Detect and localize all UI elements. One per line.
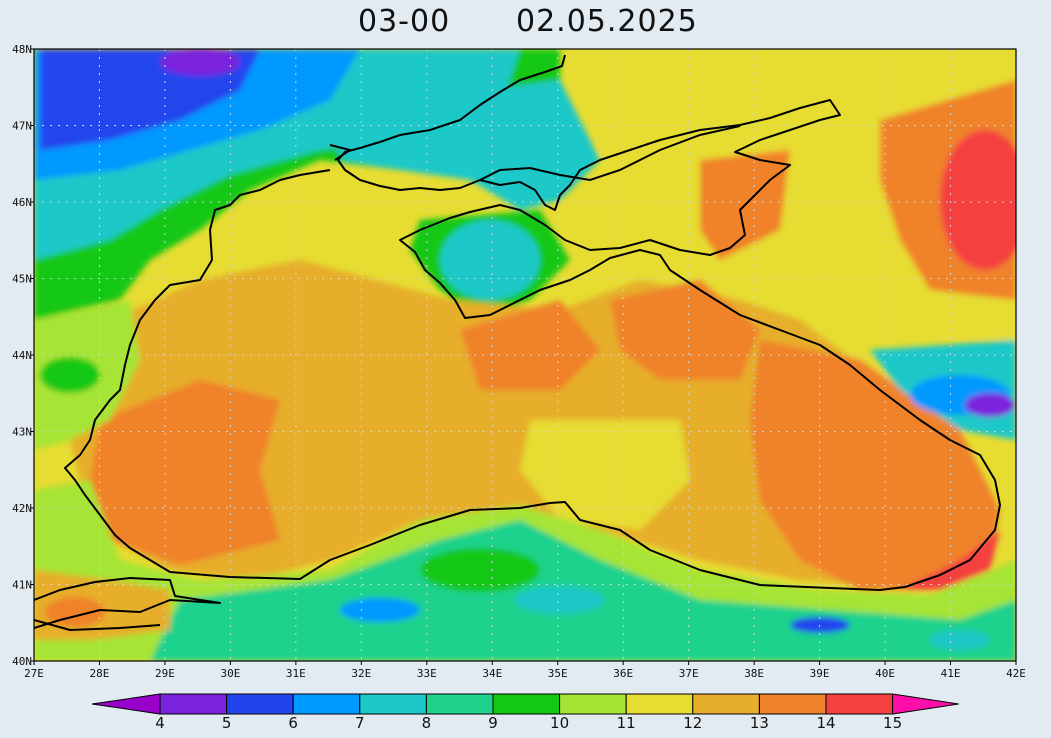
lon-tick-label: 33E <box>417 667 437 680</box>
longitude-tick-labels: 27E 28E 29E 30E 31E 32E 33E 34E 35E 36E 37E 38E 39E 4… <box>24 661 1026 680</box>
latitude-tick-labels: 40N 41N 42N 43N 44N 45N 46N 47N 48N <box>12 43 34 668</box>
colorbar-label: 7 <box>355 714 365 732</box>
lon-tick-label: 37E <box>679 667 699 680</box>
temperature-field <box>34 49 1016 661</box>
lon-tick-label: 35E <box>548 667 568 680</box>
lon-tick-label: 42E <box>1006 667 1026 680</box>
colorbar-segment <box>159 693 228 715</box>
colorbar-label: 6 <box>288 714 298 732</box>
lat-tick-label: 40N <box>12 655 32 668</box>
colorbar-label: 11 <box>617 714 636 732</box>
lat-tick-label: 44N <box>12 349 32 362</box>
chart-title: 03-00 02.05.2025 <box>0 4 1051 44</box>
lon-tick-label: 28E <box>90 667 110 680</box>
lon-tick-label: 36E <box>613 667 633 680</box>
lat-tick-label: 45N <box>12 273 32 286</box>
colorbar-segment <box>692 693 760 715</box>
colorbar-segment <box>425 693 494 715</box>
lon-tick-label: 31E <box>286 667 306 680</box>
colorbar-arrow-high <box>892 693 959 715</box>
colorbar-label: 10 <box>550 714 569 732</box>
colorbar-label: 13 <box>750 714 769 732</box>
colorbar-label: 8 <box>422 714 432 732</box>
colorbar-arrow-low <box>91 693 161 715</box>
colorbar-label: 4 <box>155 714 165 732</box>
lat-tick-label: 42N <box>12 502 32 515</box>
lat-tick-label: 43N <box>12 426 32 439</box>
colorbar-segment <box>292 693 361 715</box>
lon-tick-label: 41E <box>941 667 961 680</box>
forecast-run-label: 03-00 <box>358 4 451 39</box>
coastline <box>34 54 1001 631</box>
forecast-date-label: 02.05.2025 <box>516 4 698 39</box>
colorbar-segment <box>758 693 827 715</box>
colorbar-segment <box>825 693 894 715</box>
lat-tick-label: 46N <box>12 196 32 209</box>
lon-tick-label: 27E <box>24 667 44 680</box>
colorbar-segment <box>559 693 627 715</box>
colorbar-label: 15 <box>883 714 902 732</box>
lon-tick-label: 29E <box>155 667 175 680</box>
colorbar-label: 12 <box>683 714 702 732</box>
lon-tick-label: 30E <box>220 667 240 680</box>
lat-tick-label: 47N <box>12 120 32 133</box>
colorbar-segment <box>359 693 427 715</box>
map-grid <box>34 49 1016 661</box>
colorbar: 4 5 6 7 8 9 10 11 12 13 14 15 <box>91 693 959 732</box>
colorbar-segment <box>226 693 294 715</box>
colorbar-segment <box>492 693 561 715</box>
lat-tick-label: 48N <box>12 43 32 56</box>
lon-tick-label: 38E <box>744 667 764 680</box>
colorbar-label: 9 <box>488 714 498 732</box>
colorbar-label: 5 <box>222 714 232 732</box>
lon-tick-label: 34E <box>482 667 502 680</box>
lon-tick-label: 40E <box>875 667 895 680</box>
colorbar-segment <box>625 693 694 715</box>
lat-tick-label: 41N <box>12 579 32 592</box>
azov-coastline <box>479 125 741 182</box>
colorbar-label: 14 <box>816 714 835 732</box>
lon-tick-label: 39E <box>810 667 830 680</box>
lon-tick-label: 32E <box>351 667 371 680</box>
